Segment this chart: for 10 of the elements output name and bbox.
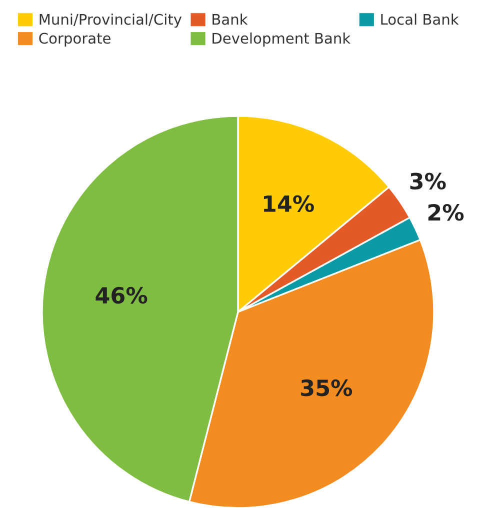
legend-label: Corporate <box>39 32 110 47</box>
data-label: 3% <box>410 172 446 190</box>
legend-label: Development Bank <box>212 32 351 47</box>
data-label: 46% <box>96 286 148 304</box>
data-label: 14% <box>264 195 314 212</box>
legend-label: Local Bank <box>381 14 459 25</box>
data-label: 35% <box>301 379 352 396</box>
legend-label: Muni/Provincial/City <box>40 14 182 28</box>
data-label: 2% <box>428 204 464 221</box>
legend-label: Bank <box>212 14 248 25</box>
